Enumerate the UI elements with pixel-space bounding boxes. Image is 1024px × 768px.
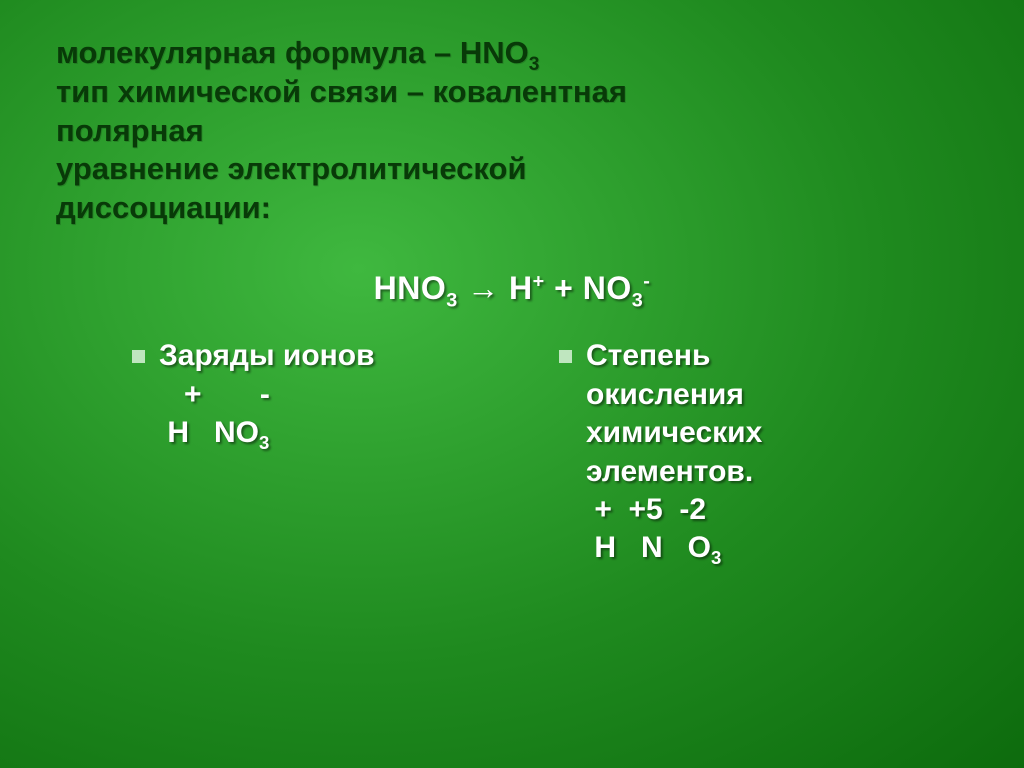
- title-line-7: диссоциации:: [56, 189, 968, 228]
- left-column: Заряды ионов + - H NO3: [56, 337, 541, 567]
- right-column: Степень окисления химических элементов. …: [559, 337, 968, 567]
- right-l4: элементов.: [586, 455, 753, 488]
- left-heading: Заряды ионов: [159, 339, 375, 372]
- square-bullet-icon: [559, 350, 572, 363]
- right-l1: Степень: [586, 339, 710, 372]
- eq-seg1: HNO: [374, 270, 447, 306]
- slide: молекулярная формула – HNO3 тип химическ…: [0, 0, 1024, 768]
- right-signs: + +5 -2: [586, 493, 706, 526]
- eq-seg2: → H: [458, 270, 533, 306]
- right-formula: H N O3: [586, 531, 721, 564]
- square-bullet-icon: [132, 350, 145, 363]
- eq-sub2: 3: [632, 289, 644, 311]
- right-formula-sub: 3: [711, 547, 721, 568]
- ion-charges-block: Заряды ионов + - H NO3: [132, 337, 541, 452]
- title-line-1: молекулярная формула – HNO3: [56, 34, 968, 73]
- oxidation-block: Степень окисления химических элементов. …: [559, 337, 968, 567]
- columns: Заряды ионов + - H NO3 Степень окисления…: [56, 337, 968, 567]
- left-formula: H NO3: [159, 416, 269, 449]
- title-line-4: полярная: [56, 112, 968, 151]
- right-l3: химических: [586, 416, 762, 449]
- title-line-6: уравнение электролитической: [56, 150, 968, 189]
- eq-seg3: + NO: [545, 270, 632, 306]
- dissociation-equation: HNO3 → H+ + NO3-: [56, 268, 968, 310]
- title-line-3: тип химической связи – ковалентная: [56, 73, 968, 112]
- right-formula-seg1: H N O: [586, 531, 711, 564]
- oxidation-text: Степень окисления химических элементов. …: [586, 337, 762, 567]
- title-line-1-text: молекулярная формула – HNO: [56, 35, 529, 70]
- left-formula-sub: 3: [259, 432, 269, 453]
- eq-sup1: +: [533, 270, 545, 292]
- right-l2: окисления: [586, 378, 744, 411]
- title-block: молекулярная формула – HNO3 тип химическ…: [56, 34, 968, 228]
- ion-charges-text: Заряды ионов + - H NO3: [159, 337, 375, 452]
- left-formula-seg1: H NO: [159, 416, 259, 449]
- eq-sup2: -: [643, 270, 650, 292]
- left-signs: + -: [159, 378, 270, 411]
- eq-sub1: 3: [446, 289, 458, 311]
